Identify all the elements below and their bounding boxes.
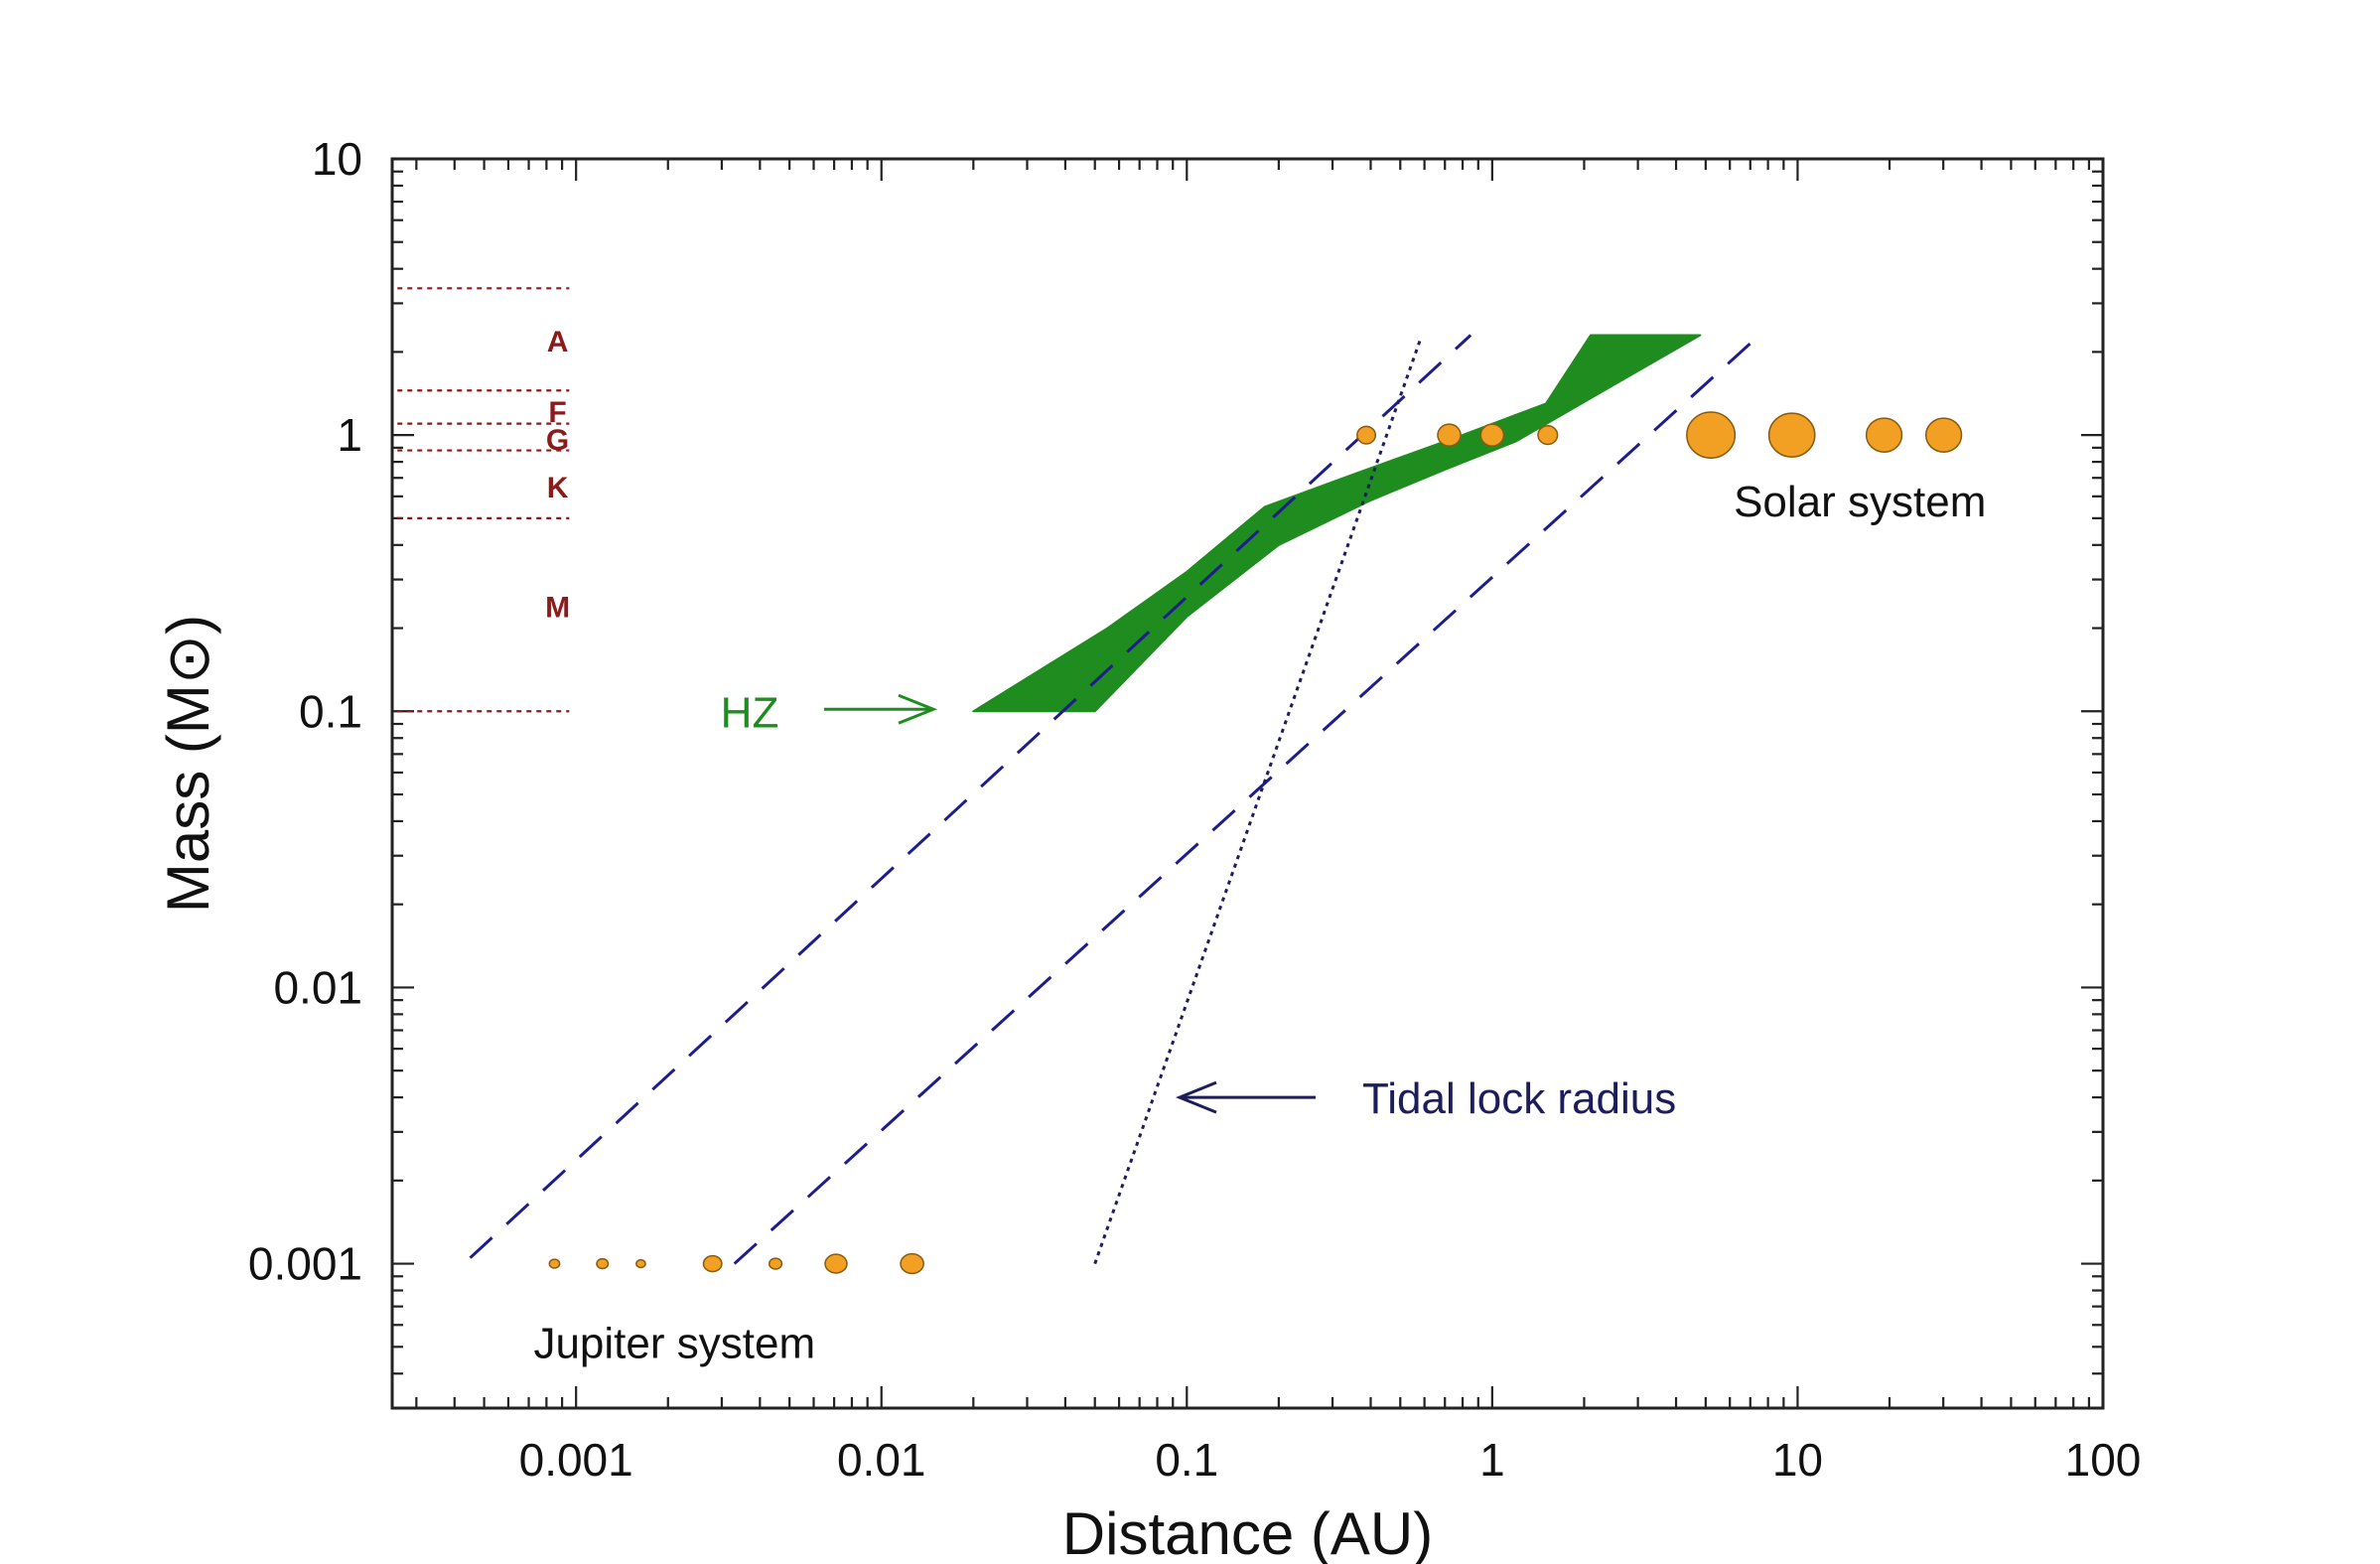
jupiter-moon-point: [900, 1252, 924, 1275]
jupiter-system-label: Jupiter system: [533, 1320, 815, 1368]
tidal-lock-arrow-head: [1176, 1080, 1217, 1114]
x-tick-label: 0.001: [519, 1434, 633, 1486]
star-class-label: A: [547, 326, 569, 358]
y-tick-label: 0.01: [273, 961, 362, 1013]
x-tick-label: 100: [2065, 1434, 2142, 1486]
jupiter-moon-point: [768, 1257, 783, 1270]
axis-ticks: [392, 157, 2105, 1410]
solar-planet-point: [1479, 423, 1505, 447]
tidal-lock-label: Tidal lock radius: [1362, 1074, 1676, 1123]
solar-planet-point: [1537, 425, 1559, 446]
axis-tick-labels: 0.001 0.01 0.1 1 10 100 0.001 0.01 0.1 1 10 Distanc…: [155, 133, 2141, 1564]
dashed-guide-line: [733, 334, 1761, 1265]
x-tick-label: 10: [1772, 1434, 1823, 1486]
y-tick-label: 0.1: [299, 685, 362, 737]
star-class-label: F: [548, 396, 566, 429]
annotations: Solar system Jupiter system HZ Tidal lock r…: [533, 478, 1986, 1367]
star-class-markers: A FGK M: [397, 287, 570, 713]
dashed-guide-line: [469, 334, 1472, 1259]
x-tick-label: 0.01: [837, 1434, 926, 1486]
solar-planet-point: [1437, 423, 1462, 447]
x-tick-label: 0.1: [1155, 1434, 1218, 1486]
solar-planet-point: [1767, 412, 1816, 458]
jupiter-moon-point: [702, 1254, 723, 1273]
solar-planet-point: [1924, 417, 1963, 453]
jupiter-moon-point: [635, 1258, 646, 1269]
jupiter-moon-point: [548, 1258, 561, 1269]
solar-system-label: Solar system: [1734, 478, 1986, 526]
habitable-zone-group: [972, 334, 1702, 713]
jupiter-moon-point: [596, 1257, 610, 1270]
solar-planet-point: [1865, 417, 1903, 453]
y-axis-title: Mass (M⊙): [155, 615, 221, 913]
x-tick-label: 1: [1479, 1434, 1505, 1486]
solar-planet-point: [1686, 411, 1737, 459]
habitable-zone: [972, 334, 1702, 713]
star-class-label: M: [545, 592, 570, 625]
star-class-label: K: [547, 472, 569, 504]
plot-frame: [390, 157, 2105, 1410]
star-class-label: G: [546, 424, 569, 457]
y-tick-label: 0.001: [248, 1238, 362, 1290]
tidal-lock-line: [1093, 340, 1422, 1265]
planet-points: [548, 411, 1963, 1275]
y-tick-label: 10: [312, 133, 362, 185]
hz-label: HZ: [721, 688, 779, 737]
hz-arrow-head: [898, 693, 938, 725]
solar-planet-point: [1356, 425, 1377, 445]
jupiter-moon-point: [824, 1253, 848, 1274]
x-axis-title: Distance (AU): [1062, 1500, 1433, 1564]
y-tick-label: 1: [337, 409, 362, 461]
guide-lines: [469, 334, 1761, 1265]
